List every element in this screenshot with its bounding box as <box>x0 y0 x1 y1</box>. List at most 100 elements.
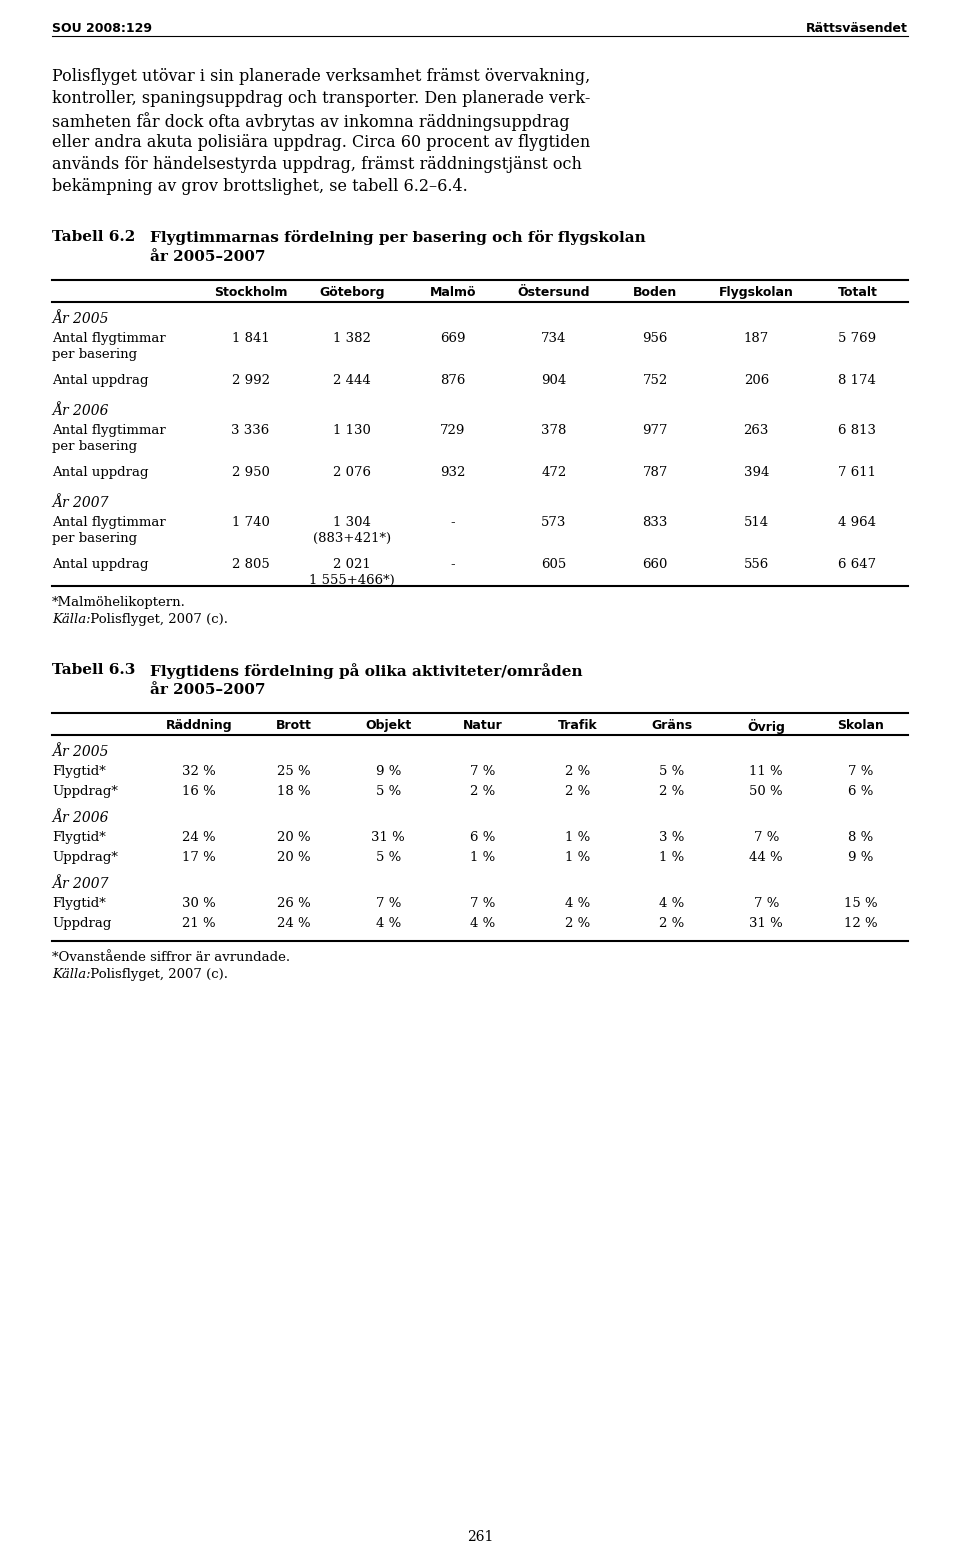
Text: 2 %: 2 % <box>470 785 495 798</box>
Text: 15 %: 15 % <box>844 897 877 909</box>
Text: Stockholm: Stockholm <box>214 287 287 299</box>
Text: Antal uppdrag: Antal uppdrag <box>52 558 149 572</box>
Text: per basering: per basering <box>52 531 137 545</box>
Text: bekämpning av grov brottslighet, se tabell 6.2–6.4.: bekämpning av grov brottslighet, se tabe… <box>52 178 468 195</box>
Text: 2 805: 2 805 <box>231 558 270 572</box>
Text: Uppdrag: Uppdrag <box>52 917 111 929</box>
Text: Objekt: Objekt <box>365 719 412 733</box>
Text: Räddning: Räddning <box>166 719 232 733</box>
Text: 7 %: 7 % <box>848 765 874 778</box>
Text: 752: 752 <box>642 373 668 387</box>
Text: används för händelsestyrda uppdrag, främst räddningstjänst och: används för händelsestyrda uppdrag, främ… <box>52 156 582 173</box>
Text: År 2006: År 2006 <box>52 812 108 826</box>
Text: Polisflyget, 2007 (c).: Polisflyget, 2007 (c). <box>86 613 228 626</box>
Text: 3 336: 3 336 <box>231 424 270 437</box>
Text: 7 %: 7 % <box>754 897 779 909</box>
Text: 2 444: 2 444 <box>333 373 371 387</box>
Text: 1 740: 1 740 <box>231 516 270 530</box>
Text: 20 %: 20 % <box>276 830 311 844</box>
Text: SOU 2008:129: SOU 2008:129 <box>52 22 152 36</box>
Text: 24 %: 24 % <box>182 830 216 844</box>
Text: 4 %: 4 % <box>470 917 495 929</box>
Text: Flygtidens fördelning på olika aktiviteter/områden: Flygtidens fördelning på olika aktivitet… <box>150 663 583 678</box>
Text: Antal flygtimmar: Antal flygtimmar <box>52 516 166 530</box>
Text: Antal uppdrag: Antal uppdrag <box>52 373 149 387</box>
Text: 31 %: 31 % <box>750 917 783 929</box>
Text: 32 %: 32 % <box>182 765 216 778</box>
Text: Polisflyget, 2007 (c).: Polisflyget, 2007 (c). <box>86 968 228 981</box>
Text: 18 %: 18 % <box>276 785 311 798</box>
Text: Flygtid*: Flygtid* <box>52 765 106 778</box>
Text: Antal flygtimmar: Antal flygtimmar <box>52 424 166 437</box>
Text: År 2005: År 2005 <box>52 745 108 759</box>
Text: 1 130: 1 130 <box>333 424 371 437</box>
Text: per basering: per basering <box>52 440 137 452</box>
Text: 4 %: 4 % <box>375 917 401 929</box>
Text: Göteborg: Göteborg <box>319 287 384 299</box>
Text: 5 %: 5 % <box>660 765 684 778</box>
Text: år 2005–2007: år 2005–2007 <box>150 249 266 263</box>
Text: 4 964: 4 964 <box>838 516 876 530</box>
Text: 206: 206 <box>744 373 769 387</box>
Text: per basering: per basering <box>52 349 137 361</box>
Text: 11 %: 11 % <box>750 765 783 778</box>
Text: Antal flygtimmar: Antal flygtimmar <box>52 331 166 345</box>
Text: 977: 977 <box>642 424 668 437</box>
Text: Totalt: Totalt <box>837 287 877 299</box>
Text: År 2006: År 2006 <box>52 404 108 418</box>
Text: samheten får dock ofta avbrytas av inkomna räddningsuppdrag: samheten får dock ofta avbrytas av inkom… <box>52 112 569 132</box>
Text: 7 %: 7 % <box>375 897 401 909</box>
Text: (883+421*): (883+421*) <box>313 531 391 545</box>
Text: 514: 514 <box>744 516 769 530</box>
Text: 1 555+466*): 1 555+466*) <box>309 575 395 587</box>
Text: 6 647: 6 647 <box>838 558 876 572</box>
Text: 472: 472 <box>541 466 566 479</box>
Text: År 2007: År 2007 <box>52 877 108 891</box>
Text: Malmö: Malmö <box>430 287 476 299</box>
Text: 9 %: 9 % <box>375 765 401 778</box>
Text: Rättsväsendet: Rättsväsendet <box>806 22 908 36</box>
Text: 605: 605 <box>541 558 566 572</box>
Text: 1 841: 1 841 <box>231 331 270 345</box>
Text: 4 %: 4 % <box>660 897 684 909</box>
Text: 1 382: 1 382 <box>333 331 371 345</box>
Text: 9 %: 9 % <box>848 850 874 864</box>
Text: 394: 394 <box>744 466 769 479</box>
Text: Källa:: Källa: <box>52 968 90 981</box>
Text: Källa:: Källa: <box>52 613 90 626</box>
Text: 5 %: 5 % <box>375 850 401 864</box>
Text: 573: 573 <box>541 516 566 530</box>
Text: 50 %: 50 % <box>750 785 783 798</box>
Text: 5 %: 5 % <box>375 785 401 798</box>
Text: Gräns: Gräns <box>651 719 692 733</box>
Text: 31 %: 31 % <box>372 830 405 844</box>
Text: 876: 876 <box>441 373 466 387</box>
Text: 1 304: 1 304 <box>333 516 371 530</box>
Text: 729: 729 <box>441 424 466 437</box>
Text: 734: 734 <box>541 331 566 345</box>
Text: 6 %: 6 % <box>470 830 495 844</box>
Text: Uppdrag*: Uppdrag* <box>52 850 118 864</box>
Text: Antal uppdrag: Antal uppdrag <box>52 466 149 479</box>
Text: 1 %: 1 % <box>470 850 495 864</box>
Text: 17 %: 17 % <box>182 850 216 864</box>
Text: Tabell 6.3: Tabell 6.3 <box>52 663 135 677</box>
Text: år 2005–2007: år 2005–2007 <box>150 683 266 697</box>
Text: Flygskolan: Flygskolan <box>719 287 794 299</box>
Text: Trafik: Trafik <box>558 719 597 733</box>
Text: Flygtimmarnas fördelning per basering och för flygskolan: Flygtimmarnas fördelning per basering oc… <box>150 229 646 245</box>
Text: 2 %: 2 % <box>660 785 684 798</box>
Text: 932: 932 <box>441 466 466 479</box>
Text: 1 %: 1 % <box>564 850 589 864</box>
Text: 7 %: 7 % <box>754 830 779 844</box>
Text: 1 %: 1 % <box>564 830 589 844</box>
Text: 378: 378 <box>541 424 566 437</box>
Text: Brott: Brott <box>276 719 312 733</box>
Text: -: - <box>450 558 455 572</box>
Text: Natur: Natur <box>463 719 503 733</box>
Text: 4 %: 4 % <box>564 897 589 909</box>
Text: 1 %: 1 % <box>660 850 684 864</box>
Text: 556: 556 <box>744 558 769 572</box>
Text: 12 %: 12 % <box>844 917 877 929</box>
Text: 26 %: 26 % <box>276 897 311 909</box>
